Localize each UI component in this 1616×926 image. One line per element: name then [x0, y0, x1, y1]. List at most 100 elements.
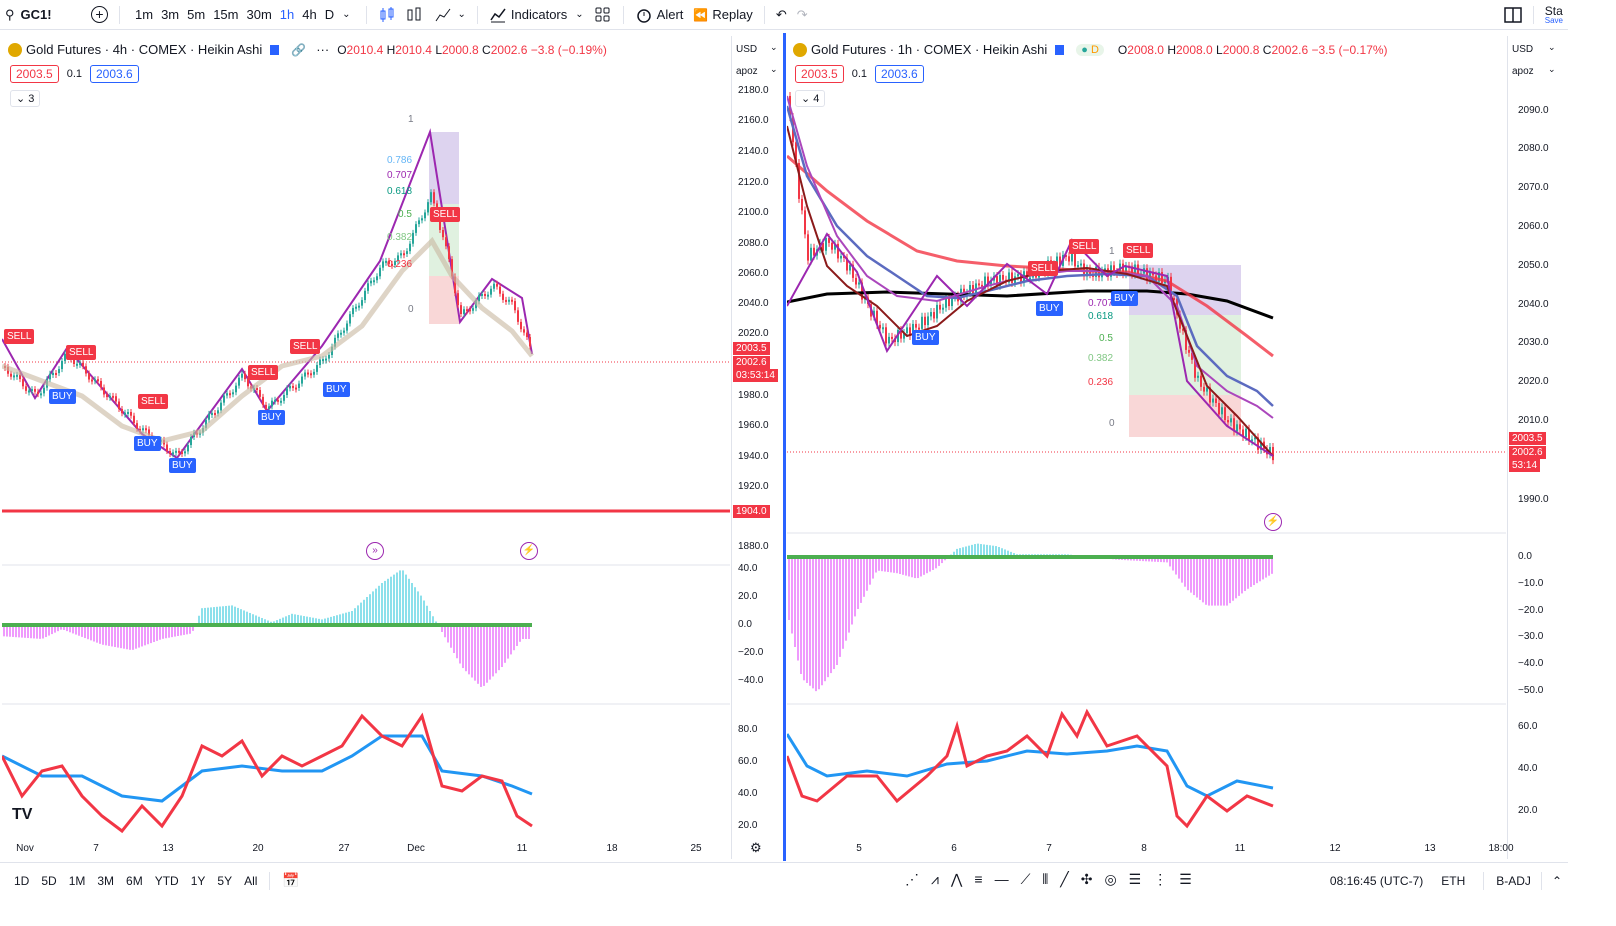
range-5d[interactable]: 5D — [41, 873, 57, 888]
candle-body — [94, 379, 96, 382]
candle-body — [166, 444, 168, 452]
candle-body — [130, 411, 132, 416]
chart-divider[interactable] — [783, 33, 786, 861]
price-tick: 2120.0 — [738, 177, 769, 188]
settings-icon[interactable]: ⚙ — [750, 840, 762, 855]
sell-price-button[interactable]: 2003.5 — [795, 65, 844, 83]
ohlc-open: 2010.4 — [346, 42, 384, 57]
candle-body — [145, 428, 147, 431]
candle-body — [496, 283, 498, 287]
range-5y[interactable]: 5Y — [217, 873, 233, 888]
candle-body — [346, 323, 348, 331]
candle-body — [1248, 428, 1250, 442]
range-3m[interactable]: 3M — [97, 873, 115, 888]
scale-mode-selector[interactable]: apoz — [736, 66, 758, 77]
go-to-date-icon[interactable]: 📅 — [282, 872, 300, 888]
chart-type-bars[interactable] — [401, 0, 429, 30]
ray-icon[interactable]: ╱ — [1060, 871, 1069, 887]
fib-tool-icon[interactable]: ≡ — [974, 871, 983, 887]
indicators-button[interactable]: Indicators ⌄ — [484, 0, 589, 30]
expand-icon[interactable]: ⌃ — [1551, 874, 1562, 888]
lightning-icon[interactable]: ⚡ — [1264, 513, 1282, 531]
parallel-channel-icon[interactable]: ⋮ — [1153, 871, 1168, 887]
fib-channel-icon[interactable]: ☰ — [1128, 871, 1142, 887]
tradingview-logo: TV — [12, 806, 33, 823]
candle-body — [879, 324, 881, 329]
candle-body — [433, 192, 435, 204]
more-icon[interactable]: ··· — [316, 42, 330, 57]
buy-price-button[interactable]: 2003.6 — [875, 65, 924, 83]
scale-mode-selector[interactable]: apoz — [1512, 66, 1534, 77]
redo-button[interactable]: ↷ — [792, 0, 813, 30]
trend-line-icon[interactable]: ⟋ — [1020, 871, 1031, 887]
chart-type-candles[interactable] — [373, 0, 401, 30]
candle-body — [1269, 447, 1271, 455]
separator — [365, 5, 367, 24]
clock-time[interactable]: 08:16:45 (UTC-7) — [1329, 874, 1424, 888]
timeframe-3m[interactable]: 3m — [161, 7, 180, 22]
left-chart-pane[interactable]: Gold Futures · 4h · COMEX · Heikin Ashi … — [2, 36, 730, 859]
menu-icon[interactable]: ☰ — [1179, 871, 1192, 887]
bars-pattern-icon[interactable]: ⫴ — [1042, 871, 1049, 887]
timeframe-1m[interactable]: 1m — [135, 7, 154, 22]
currency-selector[interactable]: USD — [736, 44, 758, 55]
range-all[interactable]: All — [244, 873, 258, 888]
layout-toggle-button[interactable] — [1499, 0, 1527, 30]
buy-price-button[interactable]: 2003.6 — [90, 65, 139, 83]
timeframe-d[interactable]: D — [324, 7, 335, 22]
left-chart-canvas[interactable] — [2, 36, 730, 859]
candle-body — [849, 264, 851, 271]
timeframe-5m[interactable]: 5m — [187, 7, 206, 22]
indicators-collapse-toggle[interactable]: ⌄ 4 — [795, 90, 826, 107]
lightning-icon[interactable]: ⚡ — [520, 542, 538, 560]
pattern-tool-icon[interactable]: ⋰ — [905, 871, 919, 887]
range-1d[interactable]: 1D — [14, 873, 30, 888]
right-chart-pane[interactable]: Gold Futures · 1h · COMEX · Heikin Ashi … — [787, 36, 1506, 859]
link-icon[interactable]: 🔗 — [291, 42, 307, 57]
timeframe-30m[interactable]: 30m — [246, 7, 272, 22]
current-price-label: 2003.5 — [733, 342, 770, 355]
compare-button[interactable]: + — [86, 0, 113, 30]
right-time-axis[interactable]: 5 6 7 8 11 12 13 18:00 — [787, 838, 1513, 860]
symbol-search[interactable]: ⚲ GC1! — [0, 0, 86, 30]
range-ytd[interactable]: YTD — [154, 873, 179, 888]
event-icon[interactable]: » — [366, 542, 384, 560]
abcd-tool-icon[interactable]: ⋀ — [950, 871, 963, 887]
separator — [1540, 872, 1542, 890]
currency-selector[interactable]: USD — [1512, 44, 1534, 55]
timeframe-1h[interactable]: 1h — [279, 7, 295, 22]
candle-body — [274, 399, 276, 402]
left-price-scale[interactable]: USD ⌄ apoz ⌄ 2180.0 2160.0 2140.0 2120.0… — [731, 36, 782, 859]
price-tick: 2090.0 — [1518, 105, 1549, 116]
timeframe-15m[interactable]: 15m — [213, 7, 239, 22]
chart-type-line[interactable]: ⌄ — [429, 0, 471, 30]
right-chart-canvas[interactable] — [787, 36, 1506, 859]
timeframe-4h[interactable]: 4h — [302, 7, 317, 22]
xabcd-tool-icon[interactable]: ⩘ — [931, 871, 939, 887]
chevron-down-icon[interactable]: ⌄ — [342, 9, 351, 20]
range-1m[interactable]: 1M — [68, 873, 86, 888]
flag-icon[interactable] — [270, 44, 280, 55]
fib-label: 1 — [1109, 246, 1115, 257]
session-toggle[interactable]: ETH — [1441, 874, 1466, 888]
elliott-wave-icon[interactable]: ✣ — [1080, 871, 1093, 887]
alert-button[interactable]: Alert — [630, 0, 689, 30]
price-tick: 2040.0 — [1518, 299, 1549, 310]
range-1y[interactable]: 1Y — [190, 873, 206, 888]
fib-label: 0.707 — [1088, 298, 1114, 309]
replay-button[interactable]: ⏪ Replay — [688, 0, 757, 30]
undo-button[interactable]: ↶ — [771, 0, 792, 30]
circle-tool-icon[interactable]: ◎ — [1104, 871, 1117, 887]
adjustment-toggle[interactable]: B-ADJ — [1496, 874, 1531, 888]
horizontal-line-icon[interactable]: — — [994, 871, 1009, 887]
left-time-axis[interactable]: Nov 7 13 20 27 Dec 11 18 25 — [2, 838, 730, 860]
indicators-collapse-toggle[interactable]: ⌄ 3 — [10, 90, 41, 107]
range-6m[interactable]: 6M — [126, 873, 143, 888]
candle-body — [1224, 407, 1226, 421]
chart-title: Gold Futures · 1h · COMEX · Heikin Ashi — [811, 42, 1048, 57]
layout-button[interactable] — [589, 0, 617, 30]
save-button[interactable]: Sta Save — [1540, 0, 1568, 30]
flag-icon[interactable] — [1055, 44, 1065, 55]
right-price-scale[interactable]: USD ⌄ apoz ⌄ 2090.0 2080.0 2070.0 2060.0… — [1507, 36, 1567, 859]
sell-price-button[interactable]: 2003.5 — [10, 65, 59, 83]
